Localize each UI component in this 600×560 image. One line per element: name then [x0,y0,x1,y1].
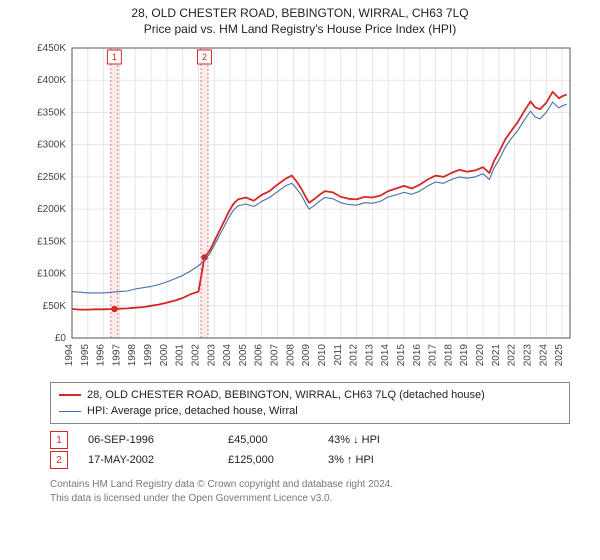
legend: 28, OLD CHESTER ROAD, BEBINGTON, WIRRAL,… [50,382,570,424]
svg-text:2005: 2005 [238,344,249,367]
attribution-footer: Contains HM Land Registry data © Crown c… [50,478,570,505]
chart-titles: 28, OLD CHESTER ROAD, BEBINGTON, WIRRAL,… [0,0,600,36]
svg-text:1998: 1998 [127,344,138,367]
svg-text:£50K: £50K [43,301,67,312]
svg-text:2006: 2006 [254,344,265,367]
svg-text:2017: 2017 [428,344,439,367]
svg-text:£350K: £350K [37,107,66,118]
title-address: 28, OLD CHESTER ROAD, BEBINGTON, WIRRAL,… [0,6,600,20]
svg-text:£200K: £200K [37,204,66,215]
svg-text:2010: 2010 [317,344,328,367]
sales-list: 1 06-SEP-1996 £45,000 43% ↓ HPI 2 17-MAY… [50,430,570,470]
svg-text:2016: 2016 [412,344,423,367]
svg-text:2019: 2019 [459,344,470,367]
title-subtitle: Price paid vs. HM Land Registry's House … [0,22,600,36]
svg-text:2: 2 [202,52,207,62]
svg-text:2022: 2022 [507,344,518,367]
svg-text:1994: 1994 [64,344,75,367]
svg-text:2024: 2024 [538,344,549,367]
svg-text:1: 1 [112,52,117,62]
svg-text:£150K: £150K [37,236,66,247]
svg-text:2007: 2007 [270,344,281,367]
svg-text:2009: 2009 [301,344,312,367]
svg-text:2008: 2008 [285,344,296,367]
svg-text:2003: 2003 [206,344,217,367]
svg-text:£100K: £100K [37,269,66,280]
svg-text:2014: 2014 [380,344,391,367]
footer-line: Contains HM Land Registry data © Crown c… [50,478,570,492]
svg-text:2025: 2025 [554,344,565,367]
svg-text:£450K: £450K [37,43,66,54]
svg-text:£0: £0 [55,333,67,344]
legend-swatch [59,411,81,412]
svg-text:£250K: £250K [37,172,66,183]
svg-text:2000: 2000 [159,344,170,367]
sale-row: 2 17-MAY-2002 £125,000 3% ↑ HPI [50,450,570,470]
svg-text:£300K: £300K [37,140,66,151]
svg-text:2001: 2001 [175,344,186,367]
legend-item: HPI: Average price, detached house, Wirr… [59,403,561,419]
svg-text:1996: 1996 [96,344,107,367]
svg-text:£400K: £400K [37,75,66,86]
svg-text:2020: 2020 [475,344,486,367]
svg-text:2002: 2002 [190,344,201,367]
svg-text:2011: 2011 [333,344,344,366]
svg-text:2018: 2018 [443,344,454,367]
sale-price: £125,000 [228,454,308,466]
sale-vs-hpi: 3% ↑ HPI [328,454,428,466]
svg-text:2012: 2012 [349,344,360,367]
sale-marker-box: 2 [50,451,68,469]
sale-date: 17-MAY-2002 [88,454,208,466]
sale-row: 1 06-SEP-1996 £45,000 43% ↓ HPI [50,430,570,450]
sale-price: £45,000 [228,434,308,446]
sale-vs-hpi: 43% ↓ HPI [328,434,428,446]
svg-text:2004: 2004 [222,344,233,367]
legend-swatch [59,394,81,396]
svg-text:1999: 1999 [143,344,154,367]
svg-text:1995: 1995 [80,344,91,367]
legend-label: 28, OLD CHESTER ROAD, BEBINGTON, WIRRAL,… [87,389,485,401]
price-chart: £0 £50K £100K £150K £200K £250K £300K £350K £400… [20,38,580,378]
svg-text:2015: 2015 [396,344,407,367]
svg-text:2023: 2023 [522,344,533,367]
svg-text:2013: 2013 [364,344,375,367]
footer-line: This data is licensed under the Open Gov… [50,492,570,506]
legend-item: 28, OLD CHESTER ROAD, BEBINGTON, WIRRAL,… [59,387,561,403]
svg-text:2021: 2021 [491,344,502,367]
sale-marker-box: 1 [50,431,68,449]
svg-text:1997: 1997 [111,344,122,367]
legend-label: HPI: Average price, detached house, Wirr… [87,405,298,417]
sale-date: 06-SEP-1996 [88,434,208,446]
